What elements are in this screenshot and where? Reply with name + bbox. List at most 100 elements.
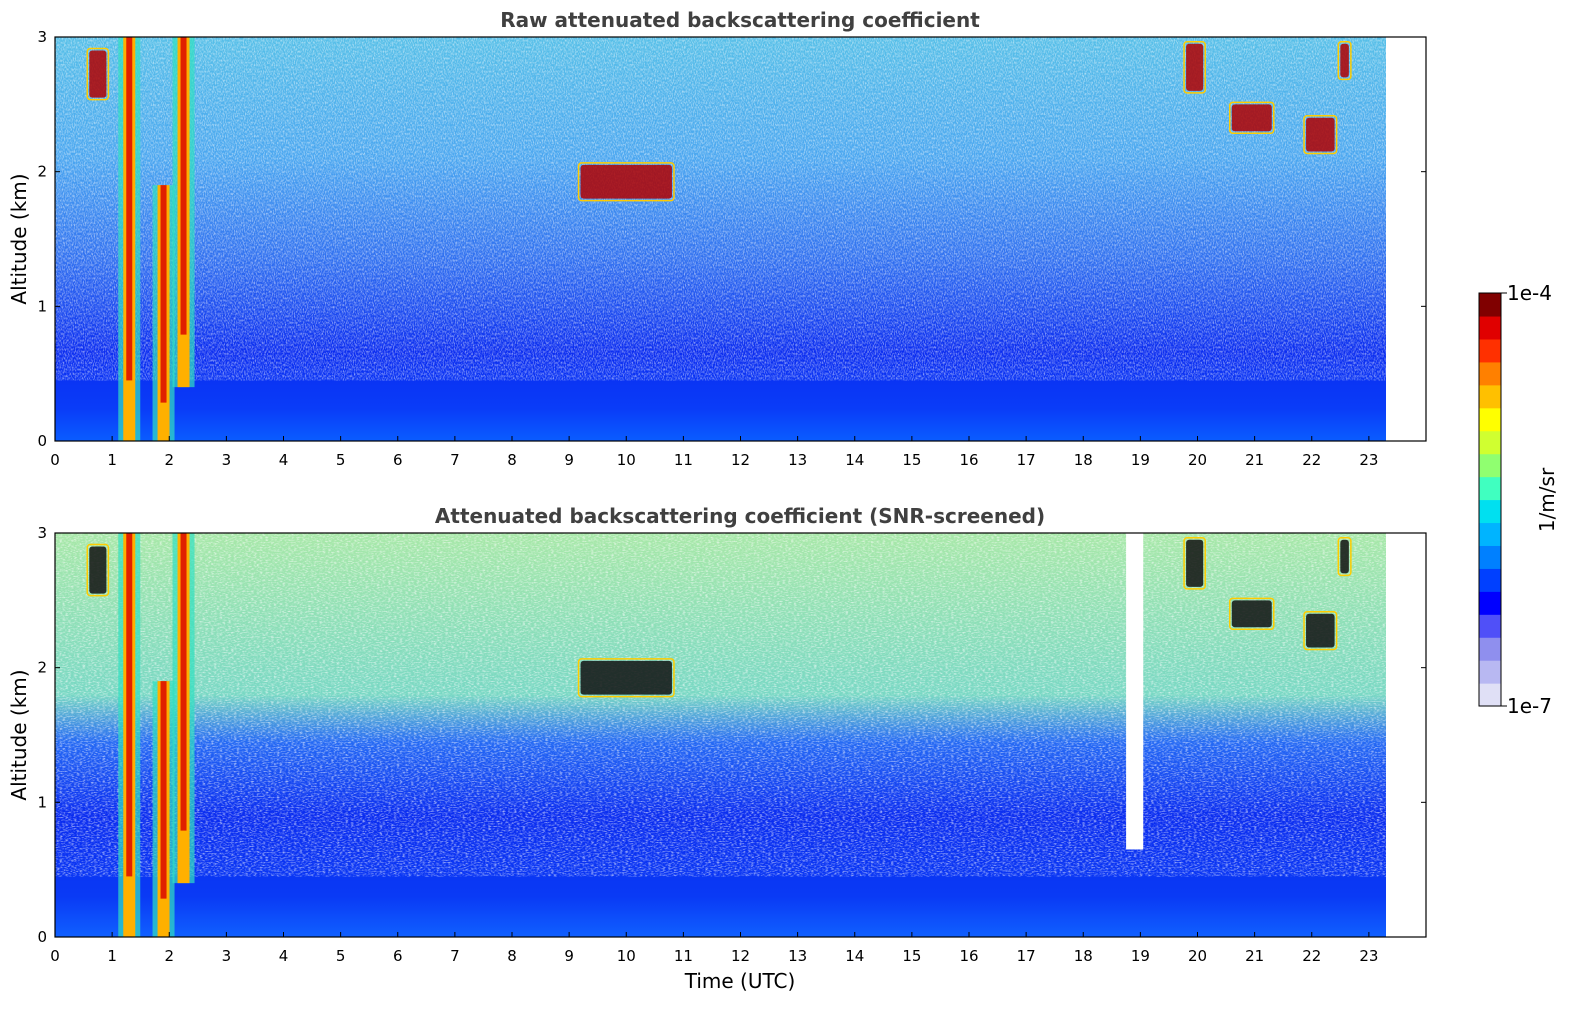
colorbar-step	[1479, 591, 1501, 615]
x-tick-label: 2	[164, 947, 174, 965]
colorbar-step	[1479, 430, 1501, 455]
x-tick-label: 8	[507, 451, 517, 469]
colorbar-min-label: 1e-7	[1507, 694, 1552, 718]
y-tick-label: 0	[37, 432, 47, 450]
colorbar-step	[1479, 499, 1501, 524]
cloud-layer-edge	[1303, 611, 1338, 651]
x-tick-label: 19	[1131, 947, 1150, 965]
x-tick-label: 22	[1302, 451, 1321, 469]
cloud-layer	[1186, 539, 1204, 587]
panel-bottom-heatmap	[55, 533, 1386, 937]
x-tick-label: 11	[674, 451, 693, 469]
panel-top-ylabel: Altitude (km)	[7, 173, 31, 304]
panel-bottom-axes: 0 1 2 3 4 5 6 7 8 9 10 11 12 13 14 15 16 17 18 19 20 21 22 2301…	[37, 524, 1426, 965]
panel-top-heatmap	[55, 37, 1386, 441]
x-tick-label: 20	[1188, 947, 1207, 965]
x-tick-label: 6	[393, 947, 403, 965]
x-tick-label: 23	[1359, 451, 1378, 469]
colorbar-step	[1479, 338, 1501, 363]
y-tick-label: 1	[37, 793, 47, 811]
y-tick-label: 0	[37, 928, 47, 946]
x-tick-label: 1	[107, 451, 117, 469]
rain-column-core	[160, 681, 167, 899]
x-tick-label: 1	[107, 947, 117, 965]
cloud-layer-edge	[1229, 101, 1275, 135]
cloud-layer	[580, 660, 672, 695]
x-tick-label: 17	[1017, 947, 1036, 965]
x-tick-label: 18	[1074, 451, 1093, 469]
panel-top: Raw attenuated backscattering coefficien…	[7, 8, 1427, 469]
heatmap-noise	[55, 37, 1386, 381]
cloud-layer-edge	[86, 543, 110, 597]
x-tick-label: 15	[902, 451, 921, 469]
x-tick-label: 8	[507, 947, 517, 965]
x-tick-label: 21	[1245, 451, 1264, 469]
x-tick-label: 7	[450, 451, 460, 469]
x-tick-label: 22	[1302, 947, 1321, 965]
cloud-layer-edge	[577, 658, 675, 698]
rain-column-core	[126, 533, 133, 877]
x-tick-label: 10	[617, 451, 636, 469]
rain-column-core	[180, 533, 187, 831]
x-tick-label: 20	[1188, 451, 1207, 469]
cloud-layer-edge	[86, 47, 110, 101]
rain-column-core	[180, 37, 187, 335]
cloud-layer	[1340, 539, 1349, 574]
x-tick-label: 15	[902, 947, 921, 965]
colorbar-max-label: 1e-4	[1507, 281, 1552, 305]
x-tick-label: 13	[788, 451, 807, 469]
x-tick-label: 3	[222, 451, 232, 469]
cloud-layer-edge	[1183, 536, 1206, 590]
cloud-layer-edge	[1303, 115, 1338, 155]
colorbar-frame	[1478, 292, 1502, 707]
x-tick-label: 9	[564, 947, 574, 965]
x-tick-label: 19	[1131, 451, 1150, 469]
x-tick-label: 0	[50, 451, 60, 469]
x-tick-label: 21	[1245, 947, 1264, 965]
colorbar-label: 1/m/sr	[1535, 467, 1559, 532]
x-tick-label: 10	[617, 947, 636, 965]
x-tick-label: 0	[50, 947, 60, 965]
x-tick-label: 11	[674, 947, 693, 965]
cloud-layer	[580, 164, 672, 199]
x-tick-label: 14	[845, 451, 864, 469]
colorbar-step	[1479, 568, 1501, 592]
cloud-layer-edge	[1229, 597, 1275, 631]
cloud-layer	[1306, 613, 1335, 648]
x-tick-label: 17	[1017, 451, 1036, 469]
cloud-layer	[89, 546, 107, 594]
y-tick-label: 3	[37, 524, 47, 542]
colorbar-step	[1479, 293, 1501, 317]
colorbar-step	[1479, 361, 1501, 386]
panel-bottom: Attenuated backscattering coefficient (S…	[7, 504, 1427, 993]
cloud-layer-edge	[577, 162, 675, 202]
x-tick-label: 5	[336, 947, 346, 965]
x-tick-label: 16	[959, 451, 978, 469]
colorbar-scale	[1479, 293, 1501, 707]
cloud-layer	[1231, 104, 1272, 132]
cloud-layer	[1186, 43, 1204, 91]
y-tick-label: 3	[37, 28, 47, 46]
x-tick-label: 7	[450, 947, 460, 965]
rain-column-core	[160, 185, 167, 403]
panel-top-axes: 0 1 2 3 4 5 6 7 8 9 10 11 12 13 14 15 16 17 18 19 20 21 22 2301…	[37, 28, 1426, 469]
x-tick-label: 13	[788, 947, 807, 965]
cloud-layer-edge	[1337, 40, 1352, 81]
x-tick-label: 5	[336, 451, 346, 469]
colorbar-step	[1479, 407, 1501, 432]
x-tick-label: 4	[279, 451, 289, 469]
x-tick-label: 14	[845, 947, 864, 965]
y-tick-label: 2	[37, 659, 47, 677]
x-tick-label: 3	[222, 947, 232, 965]
x-tick-label: 18	[1074, 947, 1093, 965]
colorbar-step	[1479, 660, 1501, 684]
screened-gap	[1126, 533, 1144, 850]
panel-bottom-ylabel: Altitude (km)	[7, 669, 31, 800]
cloud-layer-edge	[1183, 40, 1206, 94]
colorbar-step	[1479, 545, 1501, 569]
x-tick-label: 16	[959, 947, 978, 965]
cloud-layer	[1231, 600, 1272, 628]
cloud-layer	[89, 50, 107, 98]
x-tick-label: 4	[279, 947, 289, 965]
